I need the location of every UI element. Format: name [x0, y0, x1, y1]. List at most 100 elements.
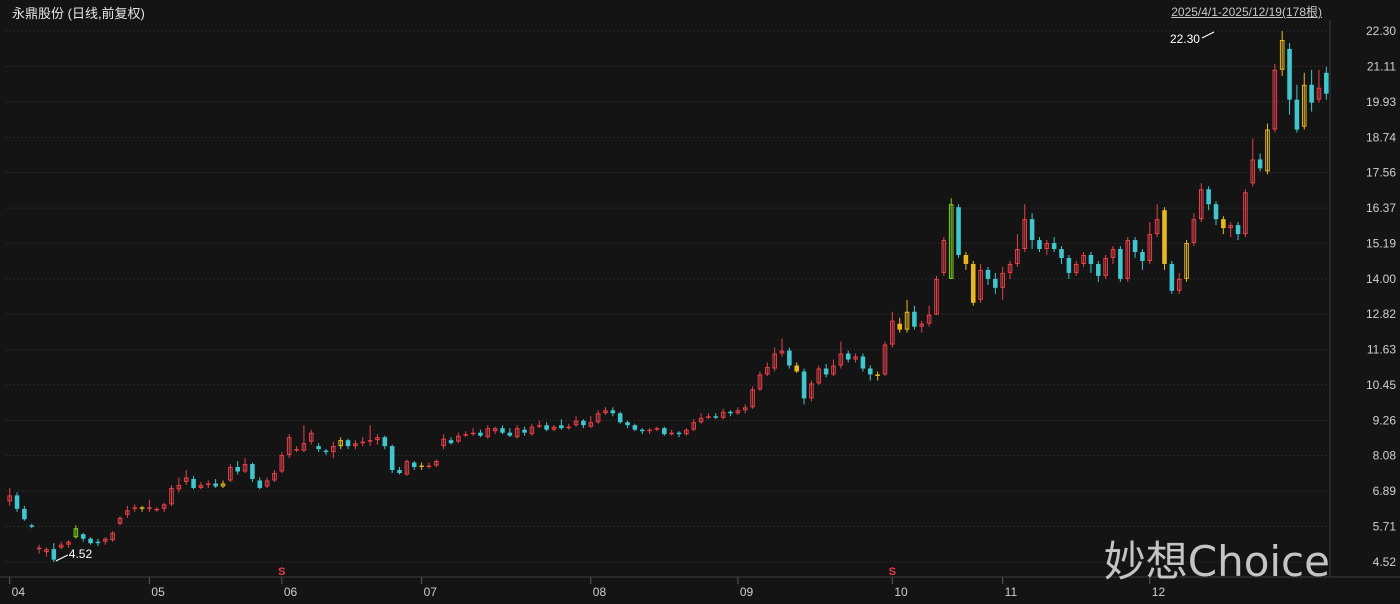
candle-body [1103, 257, 1108, 276]
candle-body [860, 356, 866, 369]
candle-body [14, 495, 20, 509]
candle-body [419, 465, 424, 468]
candle-body [110, 532, 115, 541]
candle-body [1191, 219, 1197, 244]
candle-body [220, 483, 226, 487]
candle-body [867, 368, 873, 375]
candle-body [684, 429, 689, 435]
candle-body [448, 440, 454, 444]
candle-body [1066, 257, 1072, 273]
candle-body [250, 464, 255, 479]
candle-body [757, 374, 763, 390]
candle-body [1044, 243, 1050, 250]
candle-body [978, 269, 983, 300]
candle-body [956, 207, 961, 255]
candle-body [632, 425, 638, 430]
candle-body [1169, 263, 1175, 291]
y-tick-label: 10.45 [1366, 378, 1396, 392]
watermark-logo: 妙想Choice [1103, 537, 1330, 586]
candle-body [912, 311, 917, 327]
candle-body [478, 432, 483, 436]
y-tick-label: 18.74 [1366, 130, 1396, 144]
candle-body [1309, 84, 1314, 103]
month-label: 05 [151, 585, 165, 599]
candle-body [617, 413, 623, 423]
candle-body [1140, 252, 1145, 261]
candle-body [536, 425, 542, 427]
candle-body [1324, 72, 1329, 94]
candle-body [441, 438, 446, 447]
candle-body [934, 278, 939, 315]
candle-body [397, 470, 402, 474]
y-tick-label: 6.89 [1373, 484, 1397, 498]
candle-body [647, 429, 652, 432]
month-label: 09 [740, 585, 754, 599]
candle-body [36, 547, 42, 550]
candle-body [58, 544, 64, 548]
y-tick-label: 16.37 [1366, 201, 1396, 215]
month-label: 04 [12, 585, 26, 599]
y-tick-label: 9.26 [1373, 413, 1397, 427]
candle-body [272, 473, 277, 481]
candle-body [1316, 87, 1322, 100]
candle-body [176, 484, 182, 490]
candle-body [1081, 254, 1086, 264]
event-marker: S [278, 566, 285, 578]
candle-body [838, 353, 844, 366]
candle-body [1257, 159, 1263, 169]
candle-body [235, 467, 240, 472]
candle-body [713, 416, 719, 418]
candle-body [147, 507, 152, 509]
candle-body [772, 353, 777, 369]
candle-body [698, 417, 704, 423]
y-tick-label: 15.19 [1366, 236, 1396, 250]
candle-body [514, 428, 520, 438]
candle-body [728, 411, 733, 414]
month-label: 10 [894, 585, 908, 599]
candle-body [44, 549, 49, 553]
date-range-label[interactable]: 2025/4/1-2025/12/19(178根) [1171, 5, 1322, 19]
candle-body [411, 462, 417, 468]
y-tick-label: 14.00 [1366, 272, 1396, 286]
candle-body [875, 374, 880, 376]
candle-body [1162, 210, 1167, 264]
annotation-arrow [1201, 31, 1215, 39]
candle-body [691, 422, 697, 430]
candle-body [750, 389, 755, 408]
event-marker: S [889, 566, 896, 578]
month-label: 11 [1005, 585, 1018, 599]
candle-body [1221, 219, 1226, 229]
candle-body [492, 428, 498, 432]
candle-body [66, 541, 71, 545]
candle-body [463, 434, 469, 436]
candle-body [382, 437, 388, 447]
candle-body [264, 480, 270, 487]
candle-body [279, 455, 285, 472]
candle-body [286, 437, 292, 456]
candle-body [1250, 159, 1256, 184]
candle-body [500, 428, 505, 433]
candle-body [1022, 219, 1028, 250]
candle-body [1051, 243, 1057, 250]
candle-body [1059, 249, 1064, 258]
candle-body [669, 432, 674, 435]
candle-body [1073, 263, 1079, 273]
candle-body [1301, 84, 1307, 127]
candle-body [823, 368, 829, 375]
candle-body [456, 435, 461, 442]
candle-body [323, 450, 329, 453]
candle-body [603, 410, 608, 414]
candle-body [426, 465, 432, 468]
candle-body [1287, 48, 1292, 100]
candle-body [161, 504, 167, 509]
candle-body [353, 443, 358, 447]
candle-body [742, 407, 748, 411]
y-tick-label: 5.71 [1373, 519, 1397, 533]
y-tick-label: 12.82 [1366, 307, 1396, 321]
candle-body [919, 323, 925, 327]
candle-body [183, 477, 189, 482]
candle-body [73, 528, 79, 538]
candle-body [831, 365, 836, 375]
candle-body [51, 549, 57, 560]
